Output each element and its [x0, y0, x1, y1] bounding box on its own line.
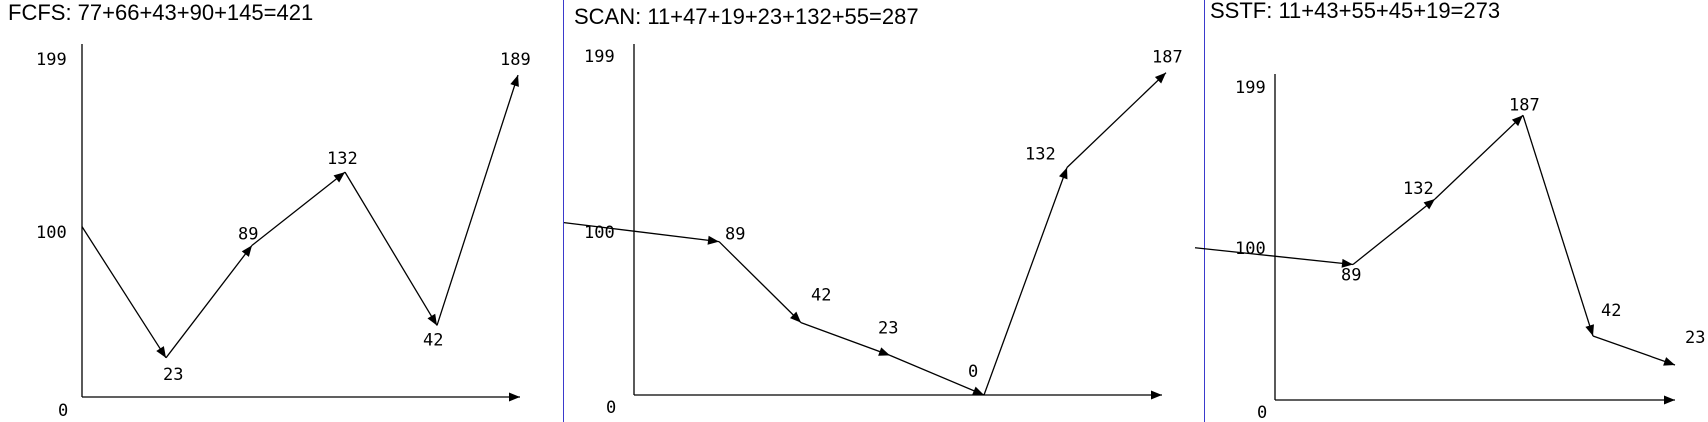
sstf-y-tick-199: 199	[1235, 78, 1266, 98]
scan-segment-6	[1066, 72, 1167, 168]
fcfs-arrowhead-3	[333, 172, 345, 183]
sstf-point-label: 187	[1509, 95, 1540, 115]
sstf-point-label: 42	[1601, 301, 1621, 321]
fcfs-segment-2	[165, 244, 253, 359]
scan-arrowhead-4	[972, 386, 984, 395]
scan-arrowhead-3	[878, 347, 890, 356]
fcfs-point-label: 89	[238, 224, 258, 244]
sstf-x-axis-arrow	[1664, 395, 1675, 405]
fcfs-segment-4	[344, 171, 438, 326]
sstf-arrowhead-2	[1423, 199, 1435, 210]
scan-point-label: 0	[968, 362, 978, 382]
fcfs-arrowhead-5	[510, 75, 519, 87]
sstf-segment-3	[1434, 114, 1524, 200]
fcfs-arrowhead-1	[156, 346, 166, 358]
sstf-point-label: 89	[1341, 265, 1361, 285]
fcfs-point-label: 23	[163, 365, 183, 385]
scan-segment-4	[889, 354, 985, 396]
scan-x-axis-arrow	[1151, 390, 1162, 400]
sstf-arrowhead-5	[1663, 357, 1675, 366]
sstf-y-tick-0: 0	[1257, 403, 1267, 422]
sstf-y-tick-100: 100	[1235, 239, 1266, 259]
fcfs-y-tick-199: 199	[36, 50, 67, 70]
sstf-segment-4	[1522, 115, 1594, 337]
divider-left	[563, 0, 564, 422]
sstf-segment-1	[1194, 247, 1354, 266]
sstf-chart: 199 100 0 89 132 187 42 23	[1194, 74, 1705, 422]
fcfs-segment-3	[251, 171, 346, 246]
fcfs-panel: FCFS: 77+66+43+90+145=421 199 100 0 23 89…	[0, 0, 562, 422]
sstf-segment-5	[1592, 335, 1676, 366]
sstf-point-label: 23	[1685, 328, 1705, 348]
fcfs-x-axis-arrow	[509, 392, 520, 402]
scan-y-tick-199: 199	[584, 47, 615, 67]
sstf-arrowhead-3	[1511, 115, 1523, 127]
sstf-panel: SSTF: 11+43+55+45+19=273 199 100 0 89 132…	[1194, 0, 1708, 422]
fcfs-point-label: 189	[500, 50, 531, 70]
fcfs-y-tick-0: 0	[58, 401, 68, 421]
scan-point-label: 42	[811, 286, 831, 306]
scan-segment-3	[800, 321, 891, 356]
scan-arrowhead-1	[707, 235, 719, 245]
fcfs-segment-1	[81, 226, 167, 359]
sstf-point-label: 132	[1403, 179, 1434, 199]
sstf-title: SSTF: 11+43+55+45+19=273	[1210, 0, 1501, 23]
fcfs-title: FCFS: 77+66+43+90+145=421	[8, 0, 314, 25]
fcfs-y-tick-100: 100	[36, 223, 67, 243]
sstf-segment-2	[1352, 198, 1436, 265]
sstf-arrowhead-4	[1585, 324, 1594, 337]
scan-y-tick-0: 0	[606, 398, 616, 418]
scan-arrowhead-5	[1059, 167, 1068, 180]
scan-point-label: 132	[1025, 144, 1056, 164]
scan-panel: SCAN: 11+47+19+23+132+55=287 199 100 0 8…	[563, 0, 1204, 422]
sstf-arrowhead-1	[1341, 258, 1353, 268]
scan-segment-2	[718, 241, 802, 324]
divider-right	[1204, 0, 1205, 422]
scan-point-label: 89	[725, 225, 745, 245]
scan-arrowhead-6	[1154, 72, 1166, 84]
scan-point-label: 187	[1152, 48, 1183, 68]
scan-title: SCAN: 11+47+19+23+132+55=287	[574, 4, 919, 29]
fcfs-arrowhead-2	[241, 245, 252, 257]
fcfs-arrowhead-4	[427, 313, 437, 326]
scan-point-label: 23	[878, 318, 898, 338]
fcfs-chart: 199 100 0 23 89 132 42 189	[36, 44, 531, 421]
scan-segment-5	[983, 167, 1068, 396]
fcfs-segment-5	[436, 74, 519, 326]
scan-arrowhead-2	[790, 311, 801, 323]
fcfs-point-label: 42	[423, 330, 443, 350]
scan-segment-1	[563, 221, 720, 243]
fcfs-point-label: 132	[327, 149, 358, 169]
